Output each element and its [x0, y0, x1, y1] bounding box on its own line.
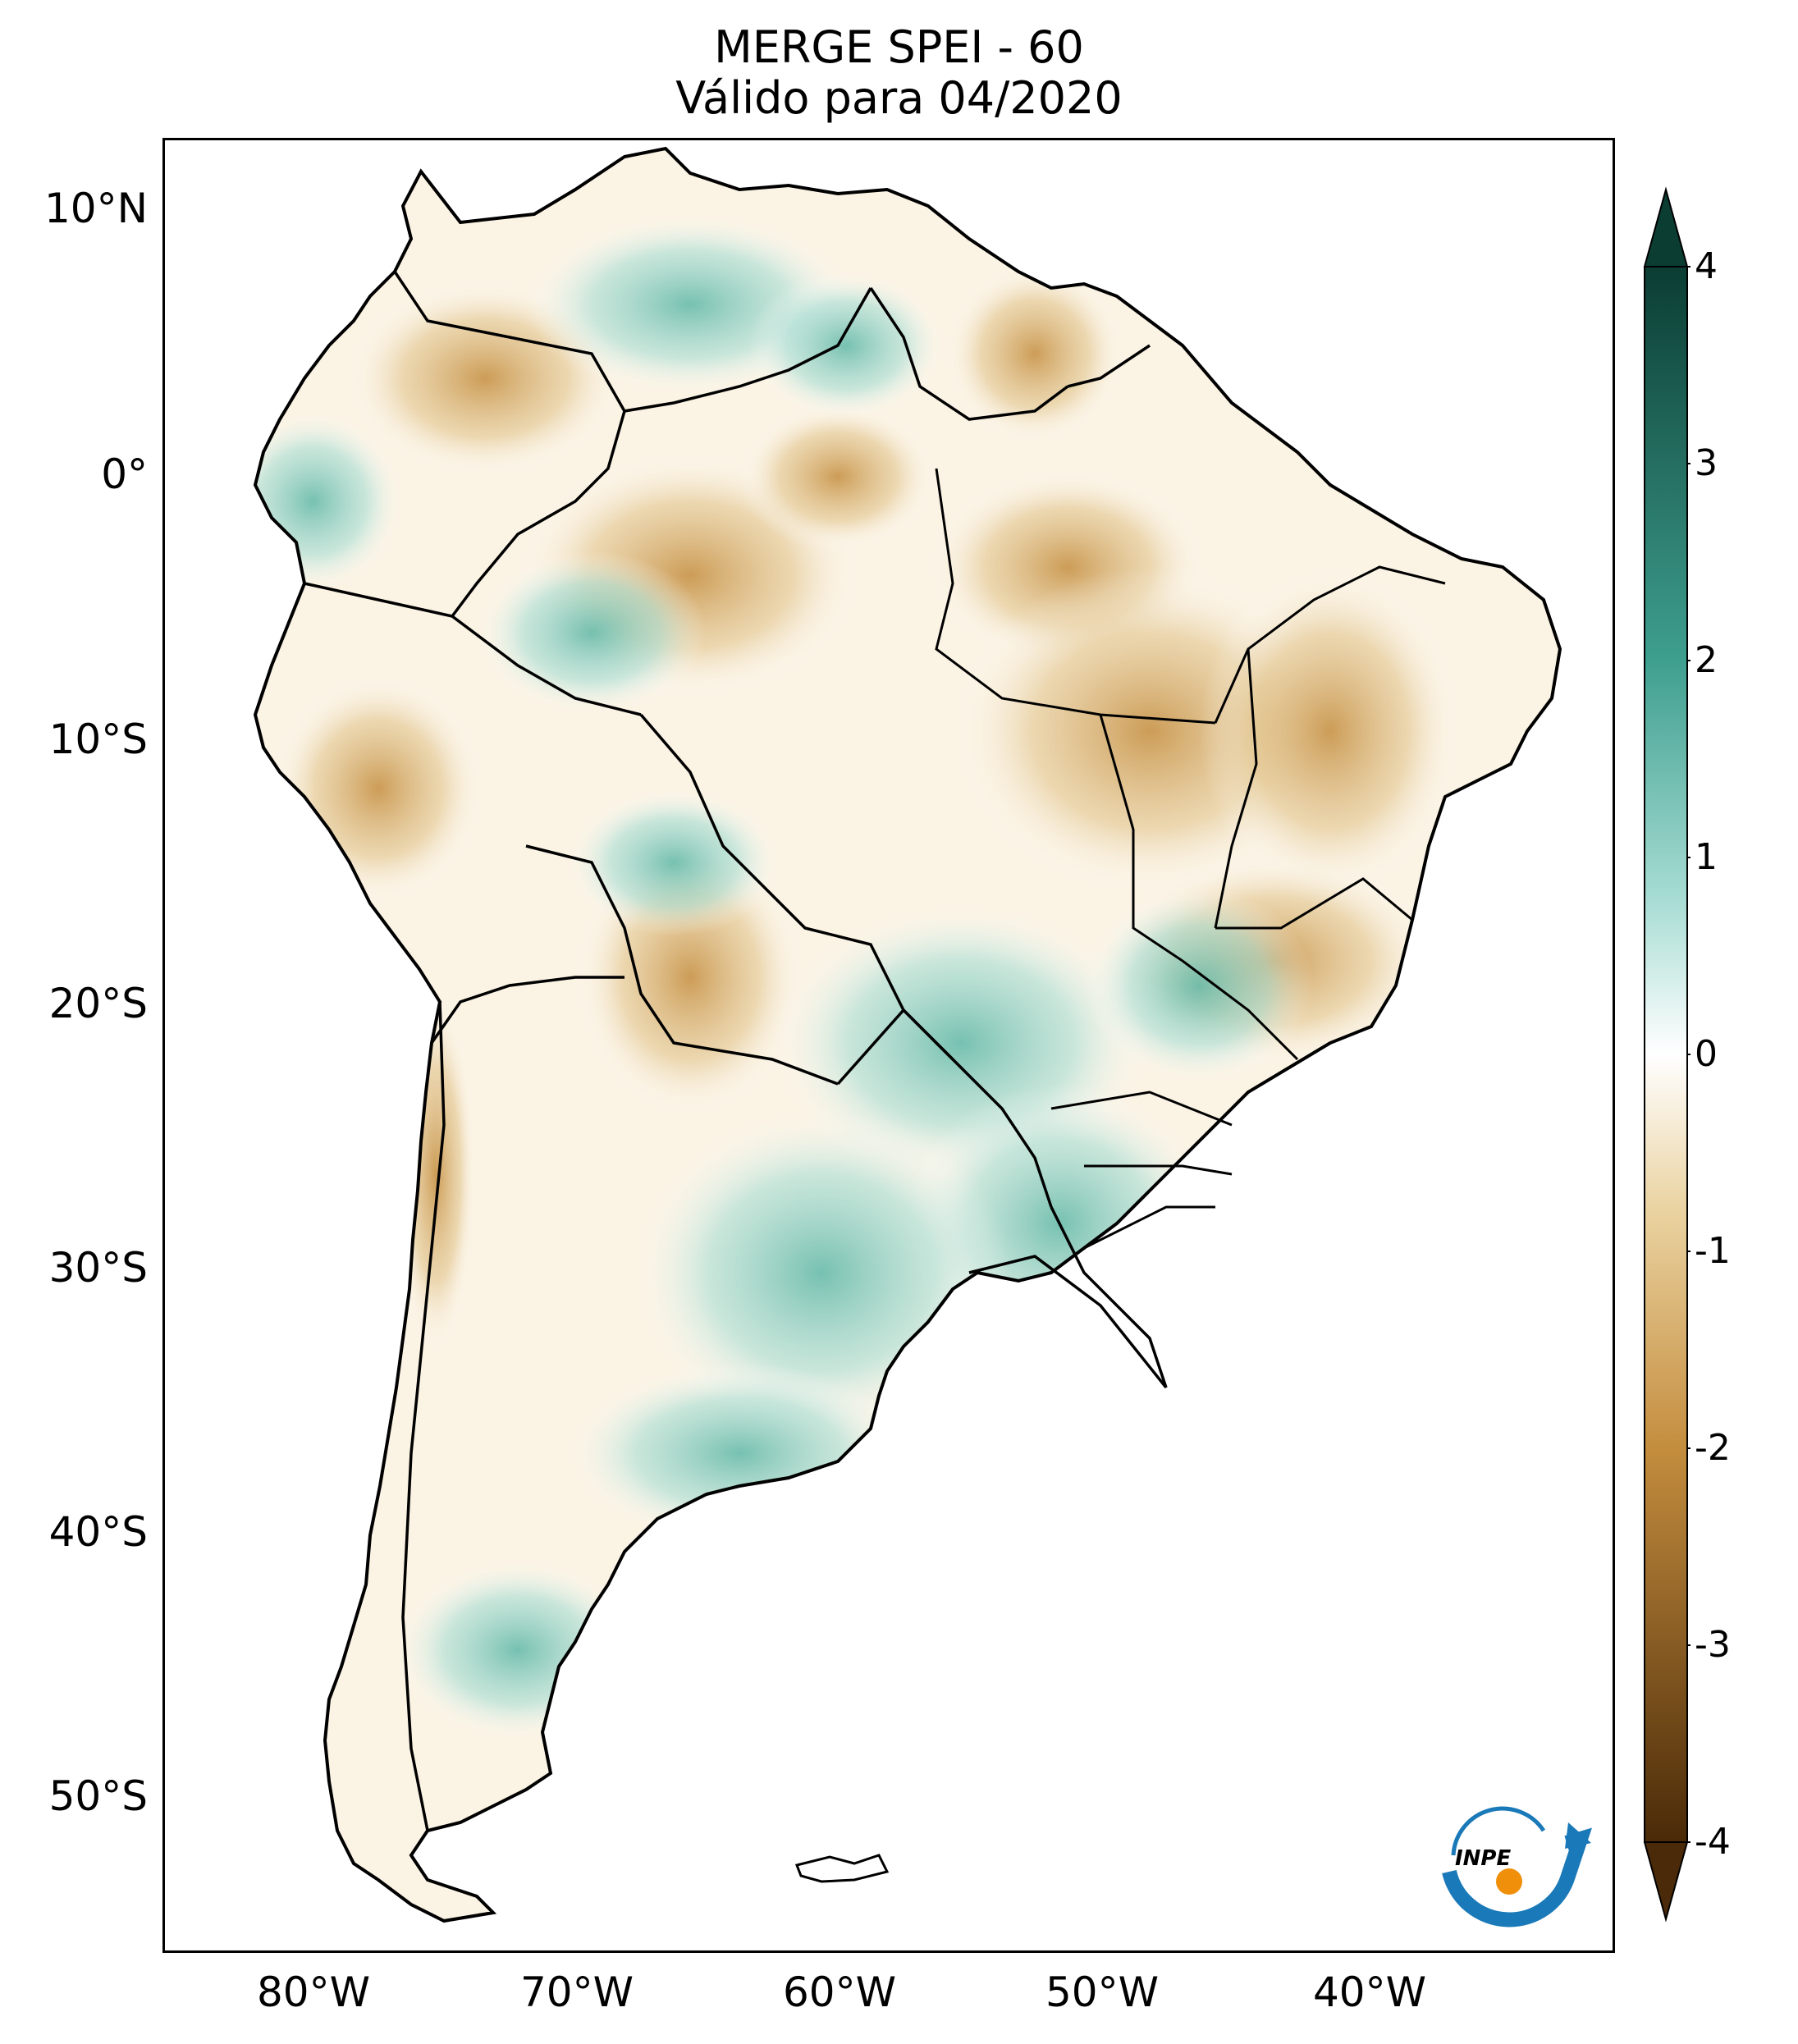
spei-field: [255, 149, 1560, 1921]
border-peru-brazil: [304, 582, 642, 716]
border-uruguay: [968, 1255, 1168, 1389]
colorbar-tick-label: -1: [1695, 1230, 1731, 1272]
colorbar-gradient: [1644, 266, 1688, 1843]
colorbar-extend-max: [1643, 186, 1689, 268]
border-venezuela-brazil: [624, 287, 872, 413]
border-bolivia: [525, 844, 839, 1086]
border-bolivia-brazil: [639, 713, 954, 1061]
south-america-map: INPE: [254, 147, 1592, 1927]
map-frame: INPE: [162, 138, 1615, 1953]
lat-label: 10°S: [48, 716, 148, 763]
lat-label: 30°S: [48, 1244, 148, 1292]
state-border: [1084, 1164, 1233, 1176]
state-border: [1083, 1205, 1215, 1250]
lat-label: 10°N: [43, 185, 148, 232]
lon-label: 70°W: [519, 1969, 634, 2016]
lat-label: 20°S: [48, 980, 148, 1027]
dry-region: [739, 403, 936, 551]
lat-label: 50°S: [48, 1772, 148, 1820]
state-border: [1099, 714, 1183, 963]
lon-label: 80°W: [256, 1969, 371, 2016]
colorbar-tick-label: -4: [1695, 1821, 1731, 1863]
falkland-islands: [794, 1854, 890, 1883]
state-border: [1214, 565, 1446, 724]
colorbar-tick-label: 2: [1695, 639, 1718, 681]
colorbar-ticks: [1687, 266, 1690, 1843]
state-border: [1215, 877, 1413, 930]
map-title: MERGE SPEI - 60: [714, 21, 1084, 73]
lat-label: 0°: [101, 450, 148, 498]
state-border: [1050, 1091, 1233, 1127]
lon-label: 40°W: [1312, 1969, 1427, 2016]
inpe-logo: INPE: [1442, 1806, 1592, 1927]
wet-region: [748, 272, 945, 419]
wet-region: [395, 1560, 641, 1740]
border-chile-argentina: [401, 1001, 446, 1831]
colorbar-tick-label: 3: [1695, 442, 1718, 484]
state-border: [1182, 959, 1299, 1061]
lat-label: 40°S: [48, 1508, 148, 1556]
state-border: [935, 468, 1216, 725]
map-subtitle: Válido para 04/2020: [675, 72, 1123, 124]
border-colombia: [393, 271, 626, 618]
state-borders: [935, 468, 1446, 1250]
logo-text: INPE: [1455, 1846, 1511, 1871]
border-suriname: [1067, 344, 1151, 388]
colorbar-tick-label: -3: [1695, 1624, 1731, 1666]
colorbar-extend-min: [1643, 1841, 1689, 1923]
border-guyana: [869, 287, 1069, 421]
colorbar-tick-label: 4: [1695, 245, 1718, 287]
lon-label: 60°W: [782, 1969, 897, 2016]
dry-region: [945, 263, 1125, 444]
colorbar-tick-label: -2: [1695, 1427, 1731, 1469]
wet-region: [255, 411, 403, 592]
wet-region: [1084, 887, 1314, 1084]
border-chile-bolivia: [430, 976, 624, 1045]
wet-region: [477, 551, 707, 715]
colorbar-tick-label: 0: [1695, 1033, 1718, 1075]
country-borders: [304, 271, 1168, 1831]
border-paraguay: [836, 1008, 1053, 1208]
border-uruguay-brazil: [1050, 1206, 1168, 1388]
colorbar-tick-label: 1: [1695, 836, 1718, 878]
lon-label: 50°W: [1045, 1969, 1160, 2016]
colorbar: [1643, 186, 1690, 1923]
dry-region: [272, 674, 485, 903]
state-border: [1214, 648, 1258, 929]
wet-region: [567, 1363, 912, 1543]
wet-region: [567, 789, 780, 936]
dry-region: [1199, 567, 1462, 895]
